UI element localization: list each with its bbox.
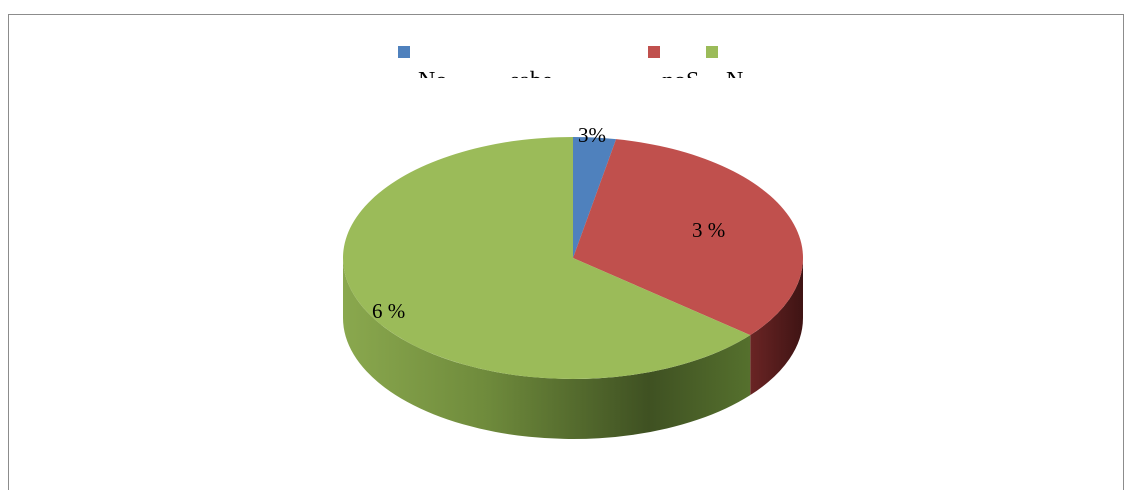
- pie-slice: [573, 139, 803, 336]
- data-labels: 3% 3 % 6 %: [372, 123, 725, 323]
- legend-marker: [398, 46, 410, 58]
- pie-slice: [573, 137, 617, 258]
- data-label: 3%: [578, 123, 606, 147]
- pie-slice: [342, 137, 751, 379]
- data-label: 6 %: [372, 299, 405, 323]
- data-label: 3 %: [692, 218, 725, 242]
- pie-slices: [342, 137, 803, 379]
- legend: NosabenoSN: [380, 46, 780, 98]
- legend-clip: [380, 78, 780, 98]
- pie-side-wall: [343, 258, 751, 439]
- legend-marker: [648, 46, 660, 58]
- legend-marker: [706, 46, 718, 58]
- pie-side-wall: [750, 258, 803, 396]
- pie-side-walls: [343, 258, 803, 439]
